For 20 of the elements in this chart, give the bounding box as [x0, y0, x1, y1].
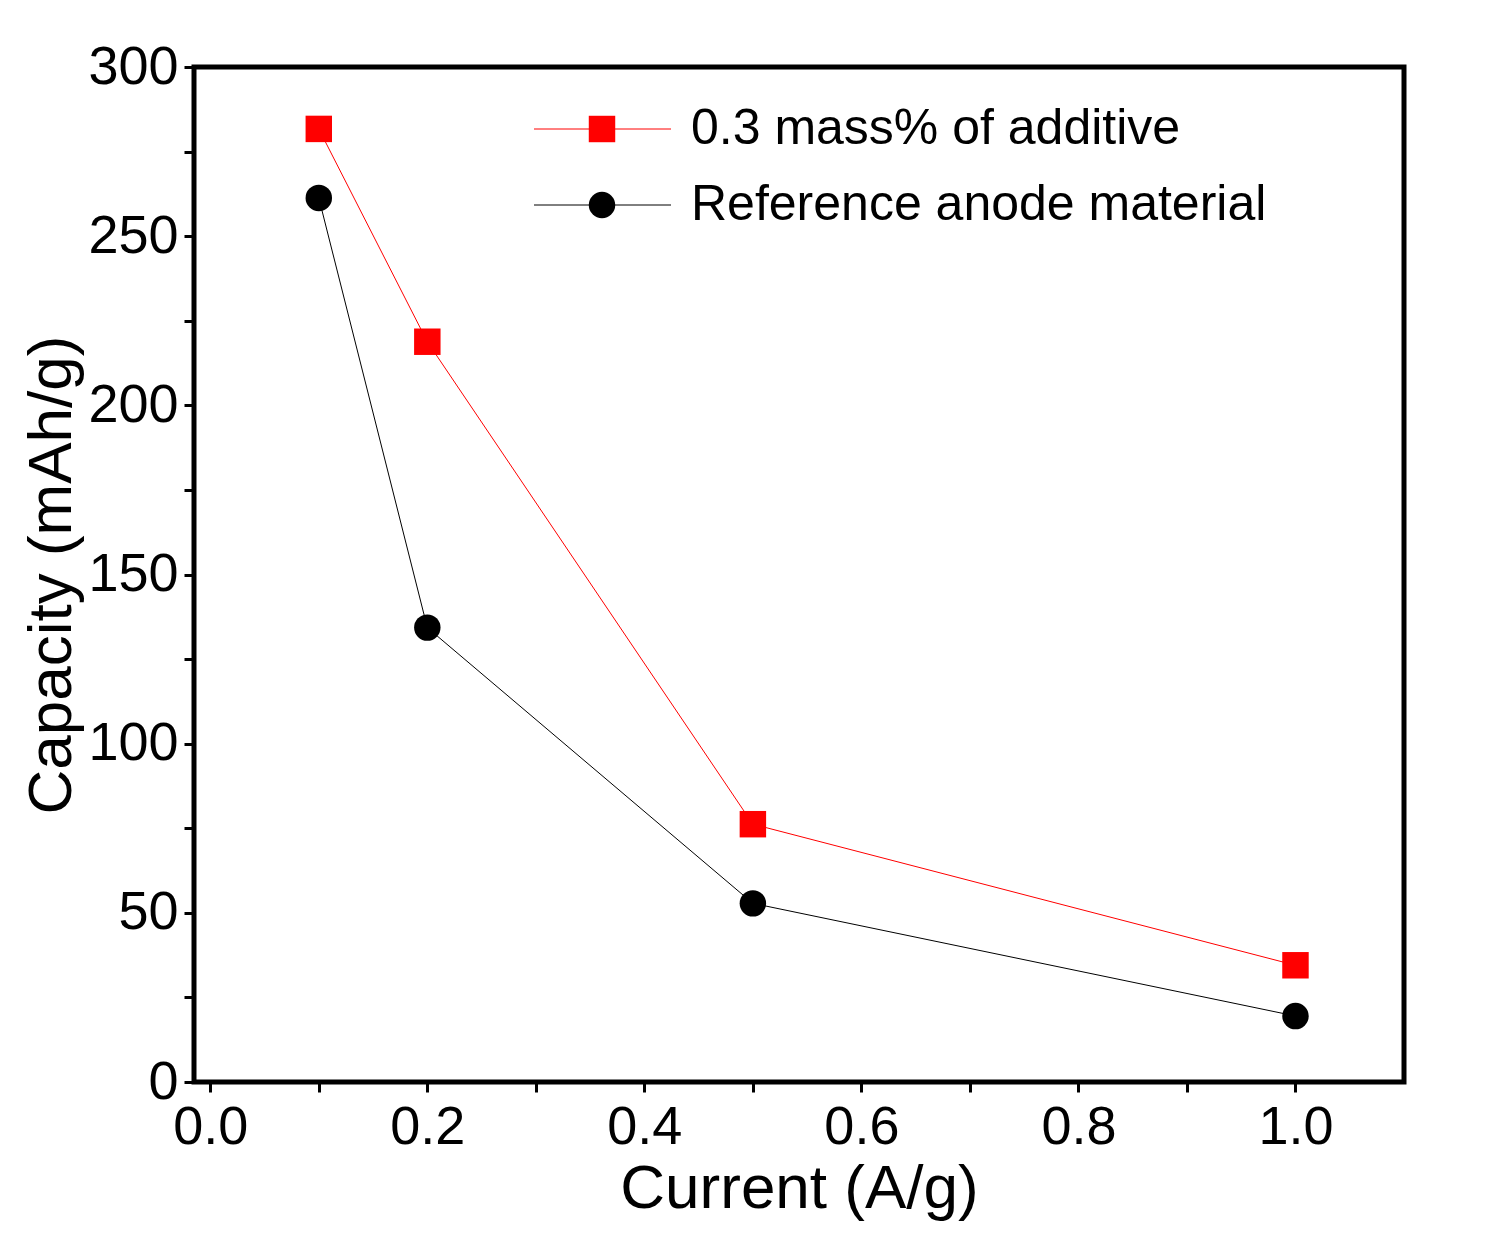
point	[305, 115, 333, 143]
y-tick-label: 100	[88, 711, 179, 772]
y-tick-label: 200	[88, 372, 179, 433]
point	[305, 184, 333, 212]
x-tick-label: 1.0	[1258, 1094, 1334, 1155]
x-tick-label: 0.2	[390, 1094, 466, 1155]
y-tick-label: 150	[88, 542, 179, 602]
point	[739, 890, 767, 917]
legend-label: 0.3 mass% of additive	[691, 99, 1181, 155]
point	[739, 810, 767, 838]
point	[1282, 1002, 1309, 1030]
point	[414, 328, 441, 355]
point	[1282, 952, 1309, 979]
x-tick-label: 0.8	[1041, 1094, 1117, 1155]
y-tick-label: 300	[88, 34, 179, 95]
legend-label: Reference anode material	[691, 175, 1267, 231]
y-axis-title: Capacity (mAh/g)	[15, 335, 85, 815]
y-tick-label: 50	[118, 880, 179, 941]
y-tick-label: 250	[88, 203, 179, 264]
point	[414, 614, 441, 641]
